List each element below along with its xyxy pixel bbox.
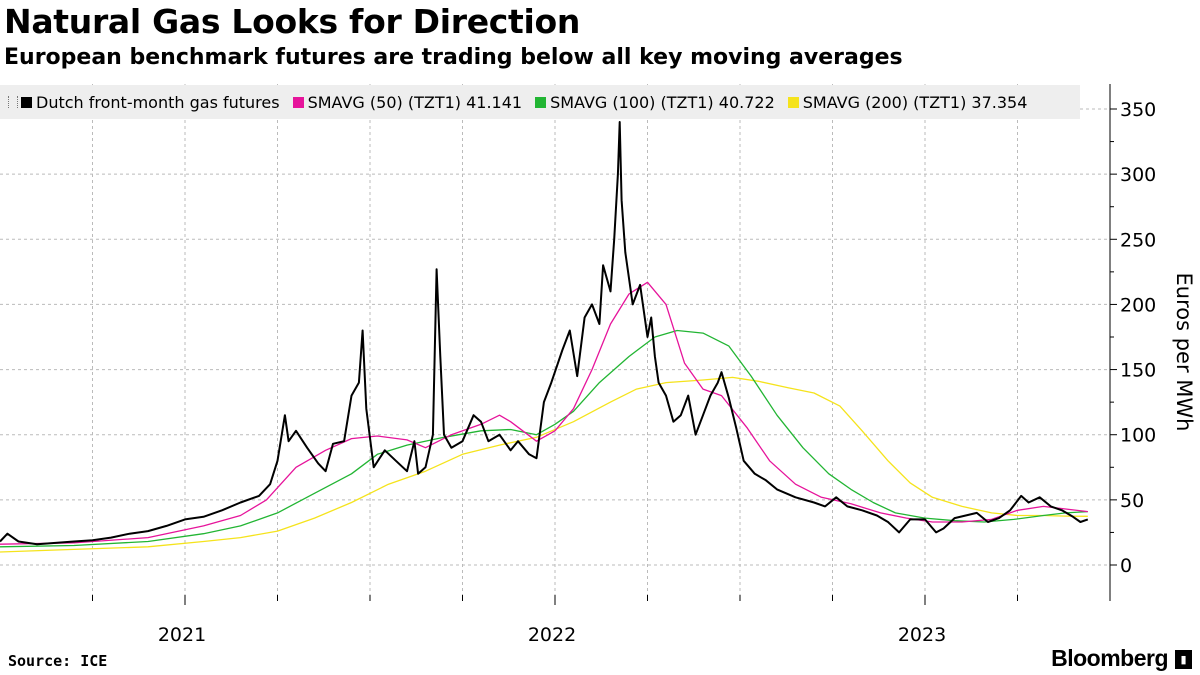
x-year-label: 2021 <box>158 624 206 646</box>
legend-label-price: Dutch front-month gas futures <box>36 92 280 112</box>
chart-subtitle: European benchmark futures are trading b… <box>4 45 903 70</box>
legend-item-price[interactable]: Dutch front-month gas futures <box>21 93 280 112</box>
legend-swatch-price <box>21 96 32 108</box>
legend-label-sma200: SMAVG (200) (TZT1) 37.354 <box>802 92 1028 112</box>
y-tick-label: 150 <box>1120 360 1156 382</box>
legend-swatch-sma50 <box>292 96 304 108</box>
legend-item-sma50[interactable]: SMAVG (50) (TZT1) 41.141 <box>292 92 523 112</box>
legend-label-sma100: SMAVG (100) (TZT1) 40.722 <box>550 92 775 112</box>
legend: Dutch front-month gas futures SMAVG (50)… <box>0 85 1080 119</box>
legend-item-sma200[interactable]: SMAVG (200) (TZT1) 37.354 <box>787 92 1028 112</box>
y-tick-label: 300 <box>1120 164 1156 186</box>
x-year-label: 2022 <box>528 624 576 646</box>
source-note: Source: ICE <box>8 652 108 670</box>
legend-swatch-sma200 <box>787 96 799 108</box>
grid-lines <box>0 84 1111 595</box>
y-tick-label: 0 <box>1120 555 1132 577</box>
y-tick-label: 250 <box>1120 229 1156 251</box>
series-line-sma100 <box>0 329 1088 548</box>
legend-label-sma50: SMAVG (50) (TZT1) 41.141 <box>307 92 523 112</box>
legend-drag-handle-icon[interactable] <box>8 96 18 108</box>
brand-logo: Bloomberg <box>1051 645 1168 671</box>
x-axis-ticks <box>92 595 1111 605</box>
x-year-label: 2023 <box>898 624 946 646</box>
y-tick-label: 350 <box>1120 99 1156 121</box>
y-tick-label: 50 <box>1120 490 1144 512</box>
chart-title: Natural Gas Looks for Direction <box>4 2 581 41</box>
series-lines <box>0 121 1089 553</box>
x-axis-year-labels: 2021 2022 2023 <box>158 624 946 646</box>
y-axis-tick-labels: 0 50 100 150 200 250 300 350 <box>1120 99 1156 577</box>
y-axis-label: Euros per MWh <box>1172 273 1196 432</box>
legend-item-sma100[interactable]: SMAVG (100) (TZT1) 40.722 <box>535 93 775 112</box>
y-tick-label: 200 <box>1120 294 1156 316</box>
y-axis-ticks <box>1110 108 1117 566</box>
legend-swatch-sma100 <box>535 96 547 108</box>
y-tick-label: 100 <box>1120 425 1156 447</box>
series-line-price <box>0 121 1089 546</box>
series-line-sma200 <box>0 376 1088 553</box>
bloomberg-terminal-icon: ▮ <box>1175 650 1192 669</box>
